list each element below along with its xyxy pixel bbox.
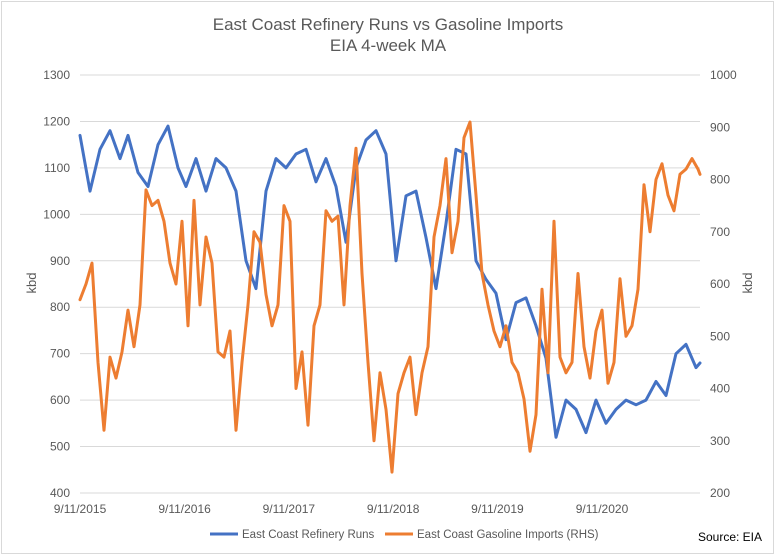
legend: East Coast Refinery Runs East Coast Gaso… bbox=[210, 529, 599, 541]
gridlines bbox=[80, 74, 700, 494]
chart-title: East Coast Refinery Runs vs Gasoline Imp… bbox=[213, 15, 564, 34]
right-tick-label: 600 bbox=[710, 277, 730, 291]
source-note: Source: EIA bbox=[698, 530, 762, 544]
x-tick-label: 9/11/2019 bbox=[471, 502, 524, 516]
right-tick-label: 500 bbox=[710, 329, 730, 343]
right-tick-label: 400 bbox=[710, 382, 730, 396]
x-tick-label: 9/11/2017 bbox=[263, 502, 316, 516]
left-axis-ticks: 400 500 600 700 800 900 1000 1100 1200 1300 bbox=[43, 68, 70, 500]
right-tick-label: 200 bbox=[710, 486, 730, 500]
left-tick-label: 400 bbox=[50, 486, 70, 500]
right-tick-label: 900 bbox=[710, 120, 730, 134]
left-tick-label: 600 bbox=[50, 393, 70, 407]
left-tick-label: 1300 bbox=[43, 68, 70, 82]
left-tick-label: 900 bbox=[50, 254, 70, 268]
left-axis-label: kbd bbox=[24, 273, 39, 294]
right-tick-label: 800 bbox=[710, 173, 730, 187]
left-tick-label: 1100 bbox=[44, 161, 70, 175]
right-tick-label: 700 bbox=[710, 225, 730, 239]
legend-label-runs: East Coast Refinery Runs bbox=[242, 529, 375, 541]
chart-subtitle: EIA 4-week MA bbox=[330, 36, 447, 55]
x-tick-label: 9/11/2016 bbox=[158, 502, 211, 516]
series-line-refinery-runs bbox=[78, 124, 702, 439]
left-tick-label: 700 bbox=[50, 347, 70, 361]
left-tick-label: 1200 bbox=[43, 114, 70, 128]
x-tick-label: 9/11/2018 bbox=[367, 502, 420, 516]
right-tick-label: 300 bbox=[710, 434, 730, 448]
series-lines bbox=[78, 120, 702, 474]
legend-label-imports: East Coast Gasoline Imports (RHS) bbox=[417, 529, 599, 541]
x-tick-label: 9/11/2015 bbox=[54, 502, 107, 516]
series-line-gasoline-imports bbox=[78, 120, 702, 474]
right-tick-label: 1000 bbox=[710, 68, 737, 82]
left-tick-label: 1000 bbox=[43, 207, 70, 221]
right-axis-ticks: 200 300 400 500 600 700 800 900 1000 bbox=[710, 68, 737, 500]
x-tick-label: 9/11/2020 bbox=[576, 502, 629, 516]
x-axis-ticks: 9/11/2015 9/11/2016 9/11/2017 9/11/2018 9/11… bbox=[54, 502, 629, 516]
right-axis-label: kbd bbox=[740, 273, 755, 294]
left-tick-label: 500 bbox=[50, 440, 70, 454]
left-tick-label: 800 bbox=[50, 300, 70, 314]
